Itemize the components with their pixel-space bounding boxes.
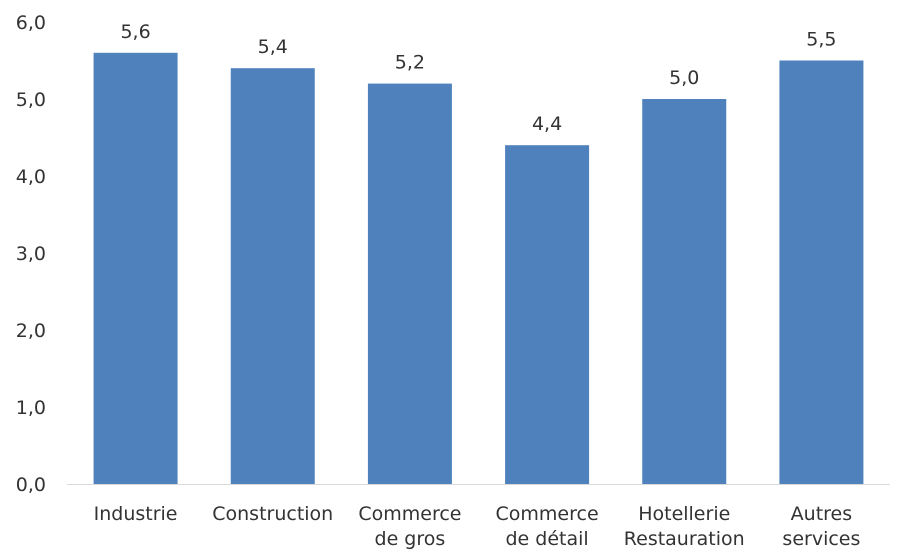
data-label-1: 5,4 bbox=[258, 36, 288, 58]
data-label-0: 5,6 bbox=[120, 21, 150, 43]
category-label-5-line-1: services bbox=[782, 528, 860, 550]
bar-3 bbox=[505, 145, 590, 484]
category-label-2-line-1: de gros bbox=[375, 528, 446, 550]
data-label-3: 4,4 bbox=[532, 113, 562, 135]
y-tick-label-2: 2,0 bbox=[16, 320, 46, 342]
bars-group bbox=[93, 52, 864, 485]
y-tick-label-5: 5,0 bbox=[16, 89, 46, 111]
category-label-0-line-0: Industrie bbox=[94, 503, 178, 525]
data-label-5: 5,5 bbox=[806, 29, 836, 51]
category-label-3-line-1: de détail bbox=[505, 528, 588, 550]
y-tick-label-6: 6,0 bbox=[16, 12, 46, 34]
category-label-1-line-0: Construction bbox=[212, 503, 333, 525]
y-tick-label-4: 4,0 bbox=[16, 166, 46, 188]
category-label-4-line-0: Hotellerie bbox=[638, 503, 730, 525]
data-label-2: 5,2 bbox=[395, 52, 425, 74]
bar-4 bbox=[642, 99, 727, 484]
y-tick-label-3: 3,0 bbox=[16, 243, 46, 265]
y-tick-label-1: 1,0 bbox=[16, 397, 46, 419]
data-label-4: 5,0 bbox=[669, 67, 699, 89]
x-axis-category-labels: Industrie Construction Commerce de gros Comm… bbox=[94, 503, 861, 550]
bar-1 bbox=[230, 68, 315, 484]
data-labels-group: 5,6 5,4 5,2 4,4 5,0 5,5 bbox=[120, 21, 836, 135]
category-label-4-line-1: Restauration bbox=[624, 528, 745, 550]
bar-2 bbox=[367, 83, 452, 484]
y-axis-tick-labels: 0,0 1,0 2,0 3,0 4,0 5,0 6,0 bbox=[16, 12, 46, 496]
bar-0 bbox=[93, 52, 178, 485]
category-label-2-line-0: Commerce bbox=[358, 503, 461, 525]
bar-5 bbox=[779, 60, 864, 484]
category-label-3-line-0: Commerce bbox=[496, 503, 599, 525]
y-tick-label-0: 0,0 bbox=[16, 474, 46, 496]
category-label-5-line-0: Autres bbox=[791, 503, 852, 525]
